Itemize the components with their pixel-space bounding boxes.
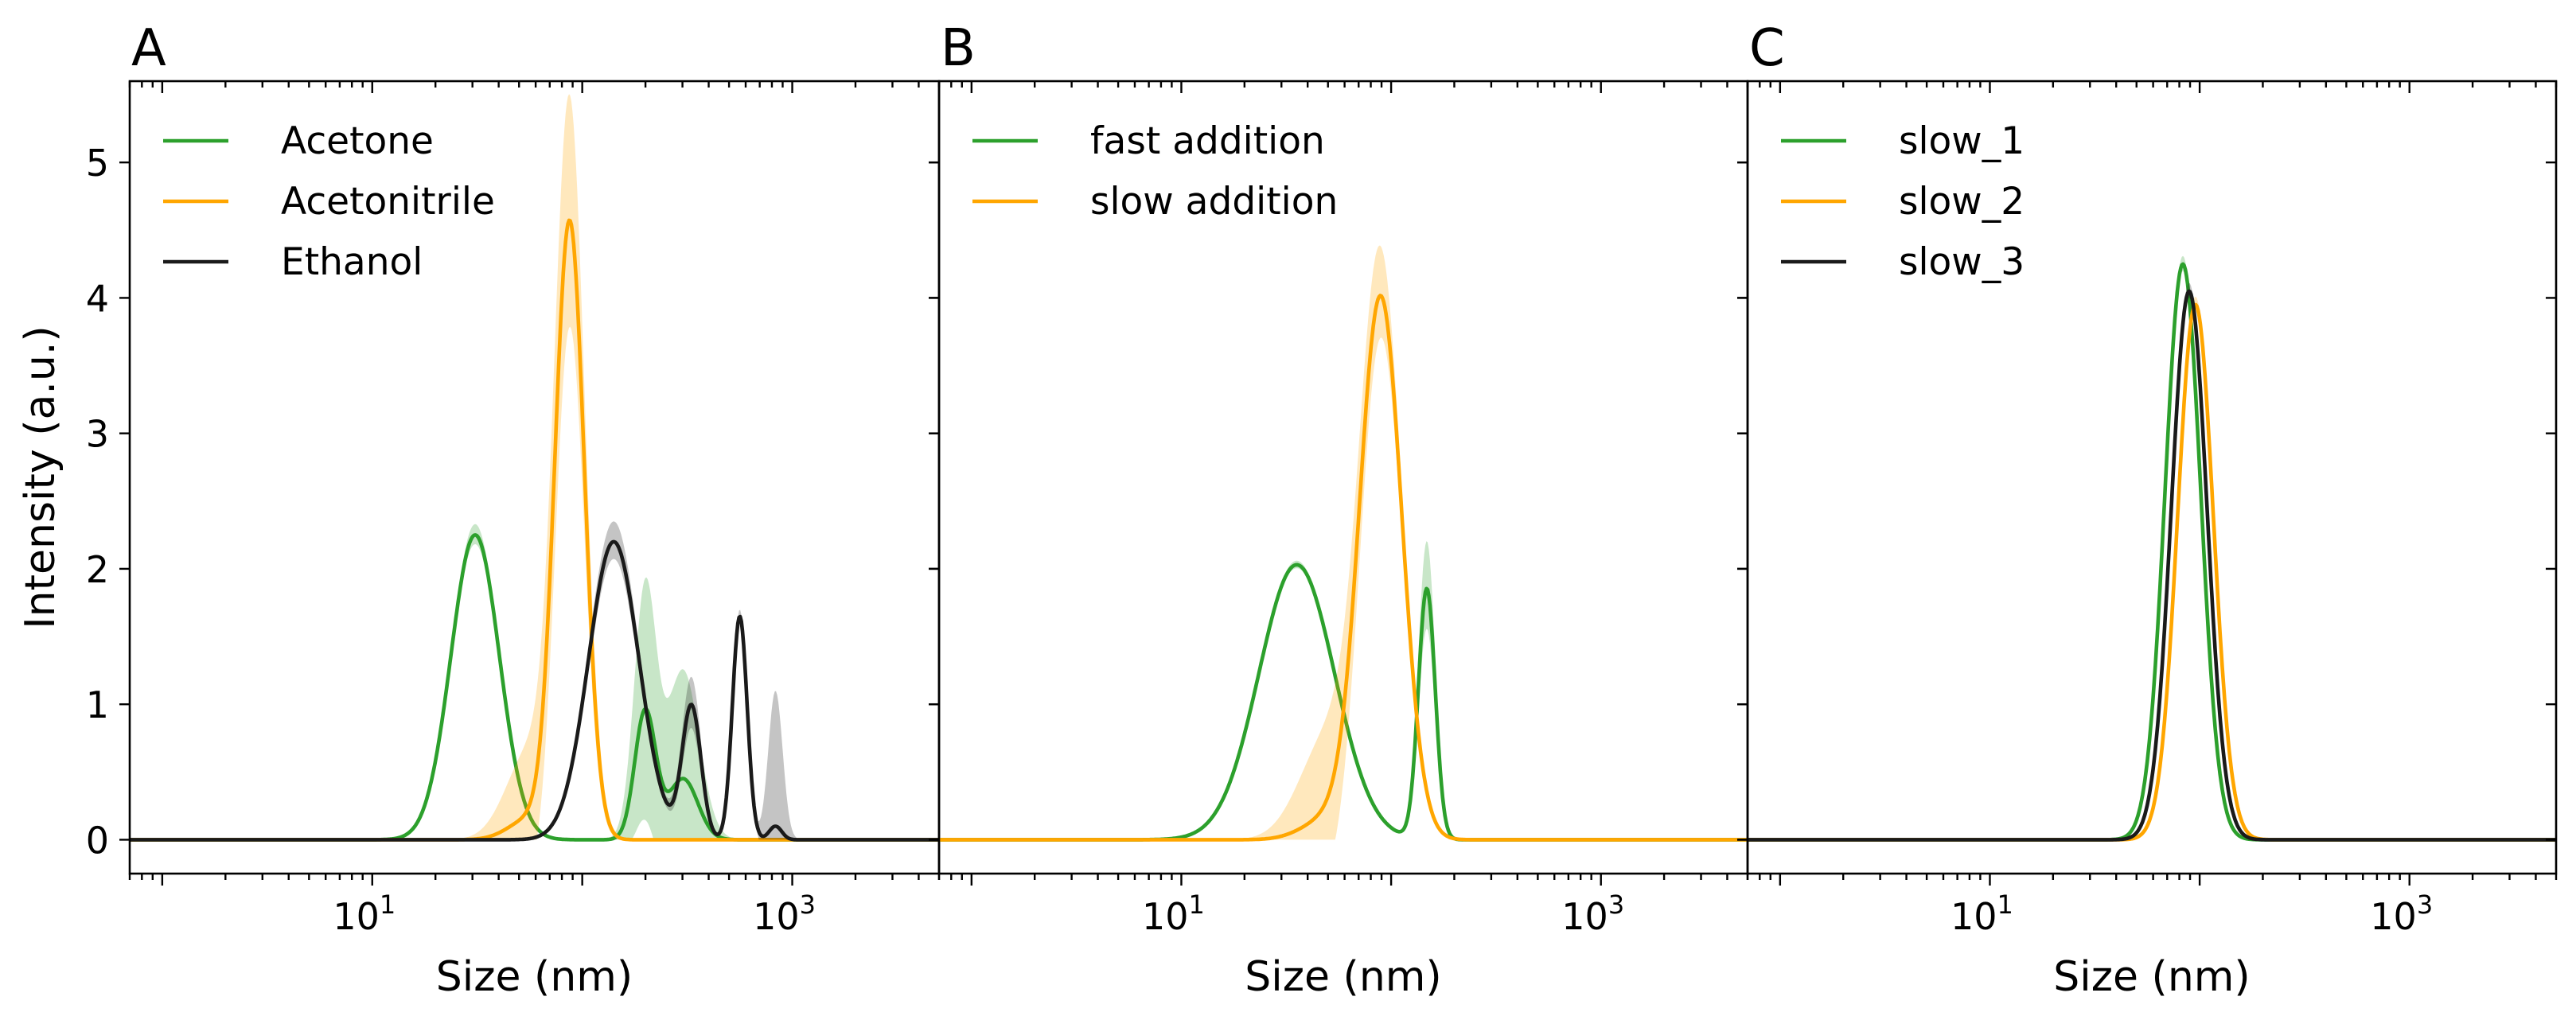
y-tick-label: 5 xyxy=(86,142,109,185)
error-band-slow-1 xyxy=(1748,255,2556,840)
x-tick-label-exponent: 3 xyxy=(2417,890,2433,920)
y-axis-label: Intensity (a.u.) xyxy=(17,325,64,629)
y-tick-label: 2 xyxy=(86,548,109,591)
x-tick-label-exponent: 3 xyxy=(800,890,816,920)
plot-area xyxy=(1748,255,2556,842)
x-tick-label-base: 10 xyxy=(753,895,800,938)
x-axis-label: Size (nm) xyxy=(1245,953,1441,1001)
y-tick-label: 3 xyxy=(86,413,109,456)
legend: Acetone Acetonitrile Ethanol xyxy=(163,119,495,284)
series-line-slow-1 xyxy=(1748,262,2556,842)
legend-label: slow_1 xyxy=(1899,119,2025,163)
x-tick-label-exponent: 1 xyxy=(1189,890,1205,920)
x-axis-label: Size (nm) xyxy=(436,953,633,1001)
legend-label: Ethanol xyxy=(281,240,423,284)
error-band-slow-addition xyxy=(939,245,1748,840)
panel-letter: A xyxy=(131,19,166,78)
series-line-ethanol xyxy=(130,539,939,842)
x-tick-label-base: 10 xyxy=(2370,895,2417,938)
legend-label: slow_2 xyxy=(1899,180,2025,224)
error-band-slow-3 xyxy=(1748,282,2556,840)
error-band-acetonitrile xyxy=(130,94,939,840)
legend-label: slow addition xyxy=(1090,180,1338,224)
x-tick-label-base: 10 xyxy=(1561,895,1608,938)
series-line-slow-addition xyxy=(939,294,1748,842)
x-tick-label: 101 xyxy=(333,890,396,938)
series-line-slow-2 xyxy=(1748,302,2556,842)
panel-letter: C xyxy=(1749,19,1785,78)
panel-letter: B xyxy=(941,19,976,78)
legend: fast addition slow addition xyxy=(972,119,1338,224)
legend-label: slow_3 xyxy=(1899,240,2025,284)
y-tick-label: 4 xyxy=(86,277,109,320)
x-tick-label-base: 10 xyxy=(1951,895,1997,938)
x-tick-label-exponent: 1 xyxy=(380,890,396,920)
y-tick-label: 1 xyxy=(86,683,109,726)
x-tick-label: 103 xyxy=(2370,890,2433,938)
axes-frame xyxy=(1746,80,2558,875)
y-tick-label: 0 xyxy=(86,819,109,862)
legend-label: fast addition xyxy=(1090,119,1325,163)
x-tick-label-base: 10 xyxy=(1142,895,1189,938)
x-tick-label-exponent: 1 xyxy=(1997,890,2013,920)
x-tick-label: 101 xyxy=(1142,890,1205,938)
x-tick-label: 103 xyxy=(753,890,816,938)
legend-label: Acetone xyxy=(281,119,434,163)
legend-label: Acetonitrile xyxy=(281,180,495,224)
series-line-slow-3 xyxy=(1748,289,2556,842)
x-tick-label: 101 xyxy=(1951,890,2013,938)
legend: slow_1 slow_2 slow_3 xyxy=(1781,119,2025,284)
plot-area xyxy=(939,245,1748,842)
x-tick-label-base: 10 xyxy=(333,895,380,938)
x-tick-label: 103 xyxy=(1561,890,1624,938)
plot-area xyxy=(130,94,939,842)
x-tick-label-exponent: 3 xyxy=(1608,890,1624,920)
x-axis-label: Size (nm) xyxy=(2053,953,2250,1001)
error-band-slow-2 xyxy=(1748,296,2556,840)
